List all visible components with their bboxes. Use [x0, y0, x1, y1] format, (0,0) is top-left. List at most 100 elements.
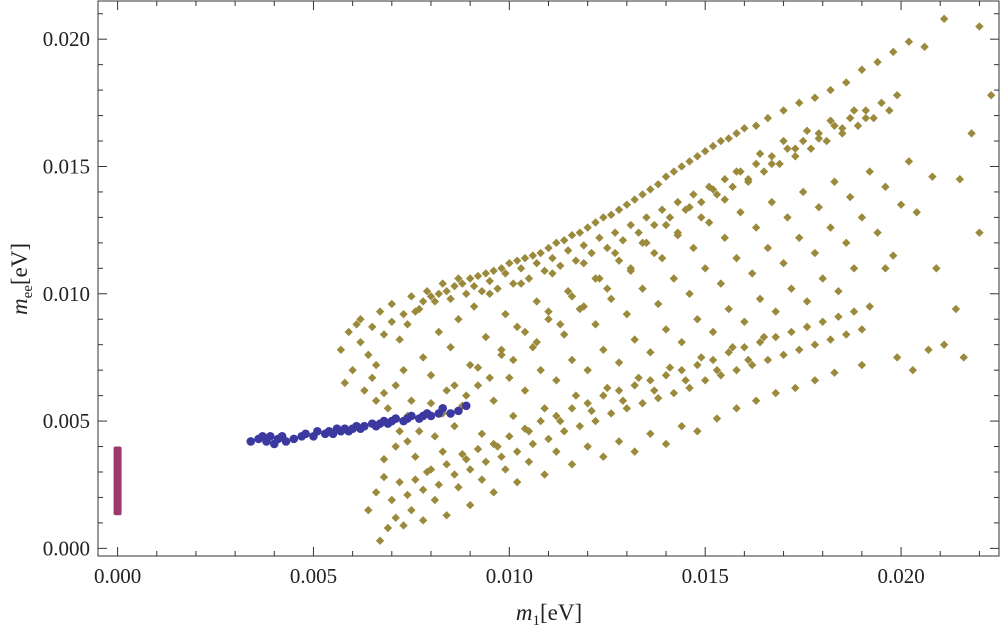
diamond-point [371, 360, 381, 370]
diamond-point [693, 360, 702, 370]
diamond-point [689, 243, 698, 253]
diamond-point [638, 238, 647, 248]
diamond-point [352, 320, 361, 329]
diamond-point [434, 480, 444, 489]
diamond-point [603, 284, 612, 293]
axis-ticks [98, 1, 999, 556]
diamond-point [591, 274, 600, 283]
diamond-point [497, 350, 506, 360]
vertical-bar-mark [113, 446, 122, 516]
diamond-point [368, 322, 377, 332]
diamond-point [724, 134, 733, 143]
diamond-point [606, 210, 616, 220]
diamond-point [716, 279, 726, 288]
diamond-point [677, 421, 686, 431]
diamond-point [826, 223, 835, 232]
diamond-point [599, 452, 608, 461]
diamond-point [379, 330, 389, 339]
diamond-point [791, 152, 800, 161]
diamond-point [536, 248, 545, 258]
diamond-point [693, 427, 702, 436]
diamond-point [489, 439, 498, 449]
diamond-point [497, 264, 506, 273]
diamond-point [814, 129, 823, 138]
diamond-point [763, 243, 773, 253]
diamond-point [697, 213, 706, 222]
diamond-point [767, 152, 776, 161]
diamond-point [418, 485, 428, 495]
diamond-point [583, 399, 592, 408]
diamond-point [481, 457, 491, 467]
diamond-point [524, 457, 534, 467]
diamond-point [838, 124, 847, 133]
diamond-point [657, 253, 667, 263]
diamond-point [845, 192, 855, 202]
diamond-point [634, 228, 643, 237]
diamond-point [587, 248, 596, 258]
diamond-point [712, 414, 722, 423]
diamond-point [395, 477, 404, 487]
diamond-point [481, 332, 491, 342]
diamond-point [626, 266, 635, 276]
diamond-point [779, 136, 788, 146]
diamond-point [892, 90, 902, 100]
diamond-point [881, 182, 890, 192]
diamond-point [446, 294, 455, 304]
diamond-point [873, 228, 882, 237]
diamond-point [904, 157, 914, 166]
diamond-point [509, 279, 518, 288]
diamond-point [740, 343, 749, 352]
diamond-point [426, 399, 436, 408]
diamond-point [771, 307, 780, 316]
diamond-point [532, 297, 541, 306]
diamond-point [618, 396, 628, 405]
diamond-point [520, 253, 530, 263]
diamond-point [646, 429, 655, 438]
y-tick-label: 0.005 [43, 409, 90, 433]
diamond-point [387, 317, 397, 326]
diamond-point [685, 289, 694, 298]
diamond-point [814, 203, 823, 212]
diamond-point [489, 266, 498, 276]
diamond-point [665, 363, 675, 372]
diamond-point [653, 180, 663, 189]
diamond-point [853, 121, 863, 130]
x-tick-label: 0.010 [486, 564, 533, 588]
diamond-point [834, 312, 843, 321]
circle-point [301, 429, 310, 439]
diamond-point [685, 203, 694, 212]
diamond-point [501, 465, 510, 474]
circle-point [407, 411, 416, 421]
circle-point [461, 401, 471, 411]
y-tick-label: 0.020 [43, 27, 90, 51]
diamond-point [571, 391, 581, 400]
diamond-point [418, 516, 428, 525]
diamond-point [458, 449, 467, 459]
diamond-point [861, 106, 871, 115]
diamond-point [716, 136, 726, 146]
diamond-point [748, 360, 757, 370]
diamond-point [587, 406, 596, 416]
diamond-point [712, 190, 722, 199]
diamond-point [450, 470, 459, 479]
diamond-point [375, 307, 385, 316]
diamond-point [477, 429, 487, 438]
diamond-point [669, 388, 679, 398]
diamond-point [371, 488, 381, 497]
diamond-point [520, 386, 530, 395]
diamond-point [732, 129, 741, 138]
diamond-point [516, 264, 526, 273]
diamond-point [842, 78, 851, 87]
diamond-point [865, 167, 874, 176]
diamond-point [822, 136, 831, 146]
diamond-point [763, 355, 773, 365]
diamond-point [383, 523, 393, 533]
diamond-point [802, 322, 812, 332]
diamond-point [724, 348, 733, 357]
diamond-point [399, 365, 408, 375]
diamond-point [751, 223, 761, 232]
diamond-point [536, 365, 545, 375]
diamond-point [653, 393, 663, 403]
diamond-point [469, 302, 479, 311]
diamond-point [775, 159, 784, 169]
